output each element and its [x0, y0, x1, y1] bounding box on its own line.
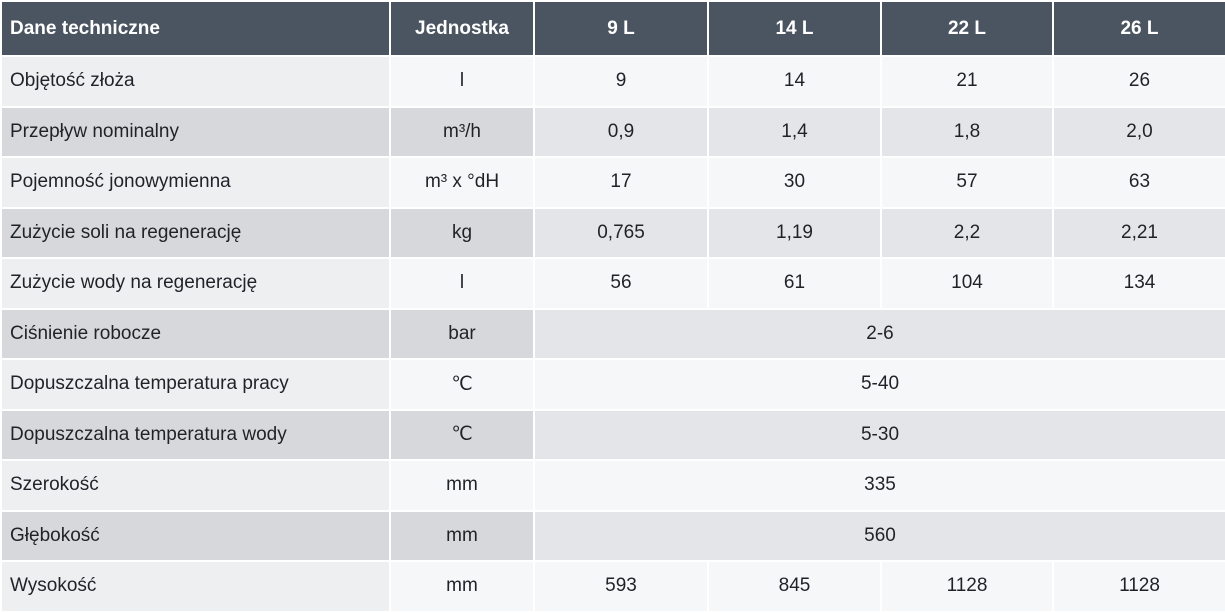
value-cell: 1,4: [707, 105, 882, 158]
header-cell: Dane techniczne: [0, 0, 391, 57]
value-cell: 21: [880, 55, 1054, 108]
unit-cell: kg: [389, 206, 535, 259]
header-cell: 9 L: [533, 0, 709, 57]
value-cell: 335: [533, 459, 1225, 512]
row-label: Dopuszczalna temperatura pracy: [0, 358, 391, 411]
value-cell: 845: [707, 560, 882, 613]
unit-cell: l: [389, 55, 535, 108]
value-cell: 63: [1052, 156, 1225, 209]
value-cell: 1128: [880, 560, 1054, 613]
unit-cell: mm: [389, 560, 535, 613]
row-label: Dopuszczalna temperatura wody: [0, 408, 391, 461]
value-cell: 1,8: [880, 105, 1054, 158]
value-cell: 1128: [1052, 560, 1225, 613]
header-cell: 26 L: [1052, 0, 1225, 57]
value-cell: 2,21: [1052, 206, 1225, 259]
table-row: Pojemność jonowymienna m³ x °dH 17 30 57 63: [0, 156, 1225, 209]
unit-cell: m³ x °dH: [389, 156, 535, 209]
row-label: Objętość złoża: [0, 55, 391, 108]
table-row: Zużycie soli na regenerację kg 0,765 1,19 2,…: [0, 206, 1225, 259]
table-row: Zużycie wody na regenerację l 56 61 104 134: [0, 257, 1225, 310]
value-cell: 560: [533, 509, 1225, 562]
row-label: Zużycie soli na regenerację: [0, 206, 391, 259]
value-cell: 17: [533, 156, 709, 209]
row-label: Ciśnienie robocze: [0, 307, 391, 360]
table-row: Ciśnienie robocze bar 2-6: [0, 307, 1225, 360]
value-cell: 56: [533, 257, 709, 310]
value-cell: 30: [707, 156, 882, 209]
value-cell: 1,19: [707, 206, 882, 259]
value-cell: 0,765: [533, 206, 709, 259]
row-label: Pojemność jonowymienna: [0, 156, 391, 209]
value-cell: 5-30: [533, 408, 1225, 461]
table-row: Dopuszczalna temperatura pracy ℃ 5-40: [0, 358, 1225, 411]
table-row: Dopuszczalna temperatura wody ℃ 5-30: [0, 408, 1225, 461]
header-cell: 22 L: [880, 0, 1054, 57]
table-row: Wysokość mm 593 845 1128 1128: [0, 560, 1225, 613]
unit-cell: ℃: [389, 358, 535, 411]
value-cell: 2,2: [880, 206, 1054, 259]
value-cell: 14: [707, 55, 882, 108]
table-row: Głębokość mm 560: [0, 509, 1225, 562]
table-row: Przepływ nominalny m³/h 0,9 1,4 1,8 2,0: [0, 105, 1225, 158]
row-label: Szerokość: [0, 459, 391, 512]
value-cell: 134: [1052, 257, 1225, 310]
value-cell: 9: [533, 55, 709, 108]
table-row: Objętość złoża l 9 14 21 26: [0, 55, 1225, 108]
row-label: Zużycie wody na regenerację: [0, 257, 391, 310]
value-cell: 2,0: [1052, 105, 1225, 158]
value-cell: 593: [533, 560, 709, 613]
row-label: Przepływ nominalny: [0, 105, 391, 158]
unit-cell: mm: [389, 459, 535, 512]
row-label: Wysokość: [0, 560, 391, 613]
header-row: Dane techniczne Jednostka 9 L 14 L 22 L 26 L: [0, 0, 1225, 57]
table-row: Szerokość mm 335: [0, 459, 1225, 512]
table-body: Objętość złoża l 9 14 21 26 Przepływ nominalny…: [0, 55, 1225, 613]
value-cell: 104: [880, 257, 1054, 310]
value-cell: 2-6: [533, 307, 1225, 360]
header-cell: Jednostka: [389, 0, 535, 57]
unit-cell: ℃: [389, 408, 535, 461]
value-cell: 57: [880, 156, 1054, 209]
value-cell: 61: [707, 257, 882, 310]
unit-cell: m³/h: [389, 105, 535, 158]
header-cell: 14 L: [707, 0, 882, 57]
value-cell: 26: [1052, 55, 1225, 108]
unit-cell: l: [389, 257, 535, 310]
unit-cell: mm: [389, 509, 535, 562]
unit-cell: bar: [389, 307, 535, 360]
value-cell: 5-40: [533, 358, 1225, 411]
row-label: Głębokość: [0, 509, 391, 562]
value-cell: 0,9: [533, 105, 709, 158]
